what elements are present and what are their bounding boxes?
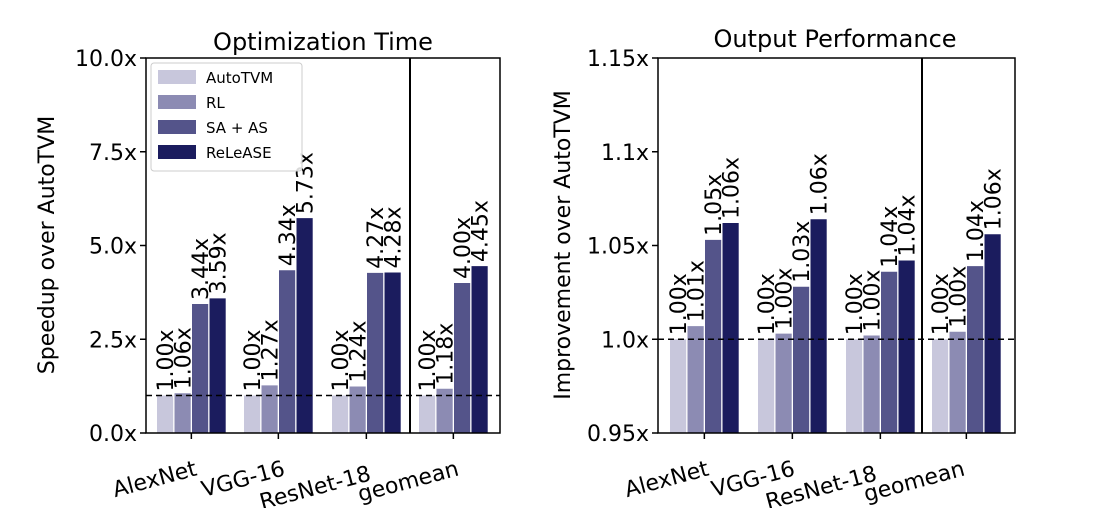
y-tick-label: 1.15x <box>587 47 649 72</box>
bar-rl-alexnet <box>174 393 191 433</box>
y-tick-label: 1.1x <box>601 141 649 166</box>
bar-autotvm-geomean <box>932 339 949 433</box>
legend-label: SA + AS <box>206 119 268 137</box>
y-tick-label: 5.0x <box>89 235 137 260</box>
y-tick-label: 0.95x <box>587 422 649 447</box>
bar-autotvm-vgg-16 <box>758 339 775 433</box>
bar-sa-as-resnet-18 <box>367 272 384 433</box>
bar-value-label: 1.00x <box>667 273 692 335</box>
bar-value-label: 4.27x <box>364 207 389 269</box>
y-tick-label: 7.5x <box>89 141 137 166</box>
legend-swatch <box>158 95 196 109</box>
bar-release-resnet-18 <box>898 260 915 433</box>
bar-autotvm-alexnet <box>670 339 687 433</box>
legend-label: ReLeASE <box>206 144 272 162</box>
bar-value-label: 4.45x <box>469 200 494 262</box>
bar-value-label: 4.28x <box>382 206 407 268</box>
chart-output-performance: Output Performance Improvement over Auto… <box>551 25 1016 508</box>
bar-value-label: 1.00x <box>416 329 441 391</box>
bar-autotvm-resnet-18 <box>846 339 863 433</box>
y-tick-label: 1.0x <box>601 328 649 353</box>
bar-rl-vgg-16 <box>261 385 278 433</box>
bar-rl-resnet-18 <box>863 335 880 433</box>
bar-value-label: 1.06x <box>982 168 1007 230</box>
x-tick-label: geomean <box>861 457 967 508</box>
legend-swatch <box>158 70 196 84</box>
legend-swatch <box>158 145 196 159</box>
bar-value-label: 1.04x <box>878 206 903 268</box>
legend-box <box>150 62 303 172</box>
bar-value-label: 3.59x <box>207 232 232 294</box>
bar-release-vgg-16 <box>810 219 827 433</box>
y-tick-label: 10.0x <box>75 47 137 72</box>
bar-rl-vgg-16 <box>775 333 792 433</box>
bar-value-label: 1.00x <box>755 273 780 335</box>
y-axis-label: Speedup over AutoTVM <box>35 116 60 374</box>
bar-release-vgg-16 <box>296 218 313 433</box>
bar-value-label: 1.00x <box>329 329 354 391</box>
bar-rl-geomean <box>949 331 966 433</box>
bar-value-label: 1.06x <box>808 153 833 215</box>
y-tick-label: 2.5x <box>89 328 137 353</box>
bar-sa-as-vgg-16 <box>279 270 296 433</box>
legend-label: RL <box>206 94 225 112</box>
bar-release-geomean <box>471 266 488 433</box>
x-tick-label: AlexNet <box>622 457 712 503</box>
bar-release-alexnet <box>209 298 226 433</box>
y-tick-label: 1.05x <box>587 235 649 260</box>
bar-release-resnet-18 <box>384 272 401 433</box>
chart-optimization-time: Optimization Time Speedup over AutoTVM 1… <box>35 28 501 508</box>
bar-rl-resnet-18 <box>349 386 366 433</box>
bar-value-label: 1.00x <box>843 273 868 335</box>
bar-sa-as-geomean <box>967 266 984 433</box>
chart-title: Optimization Time <box>213 28 433 56</box>
chart-title: Output Performance <box>713 25 956 53</box>
bar-autotvm-alexnet <box>157 395 174 433</box>
legend: AutoTVM RL SA + AS ReLeASE <box>150 62 303 172</box>
bar-release-geomean <box>984 234 1001 433</box>
bar-release-alexnet <box>722 223 739 433</box>
legend-label: AutoTVM <box>206 69 273 87</box>
bar-sa-as-geomean <box>454 283 471 433</box>
bar-rl-alexnet <box>687 326 704 433</box>
y-axis-label: Improvement over AutoTVM <box>551 90 576 400</box>
bar-value-label: 1.04x <box>896 194 921 256</box>
bar-value-label: 1.00x <box>929 273 954 335</box>
bar-autotvm-resnet-18 <box>332 395 349 433</box>
bar-value-label: 1.06x <box>720 157 745 219</box>
bar-sa-as-alexnet <box>192 304 209 433</box>
bar-sa-as-alexnet <box>705 239 722 433</box>
x-tick-label: geomean <box>355 457 461 508</box>
y-tick-label: 0.0x <box>89 422 137 447</box>
bar-sa-as-resnet-18 <box>881 271 898 433</box>
bar-value-label: 1.00x <box>241 329 266 391</box>
bar-autotvm-geomean <box>419 395 436 433</box>
bar-sa-as-vgg-16 <box>793 286 810 433</box>
bar-value-label: 3.44x <box>189 238 214 300</box>
legend-swatch <box>158 120 196 134</box>
bar-value-label: 1.00x <box>154 329 179 391</box>
bar-autotvm-vgg-16 <box>244 395 261 433</box>
x-tick-label: AlexNet <box>110 457 200 503</box>
bar-rl-geomean <box>436 388 453 433</box>
